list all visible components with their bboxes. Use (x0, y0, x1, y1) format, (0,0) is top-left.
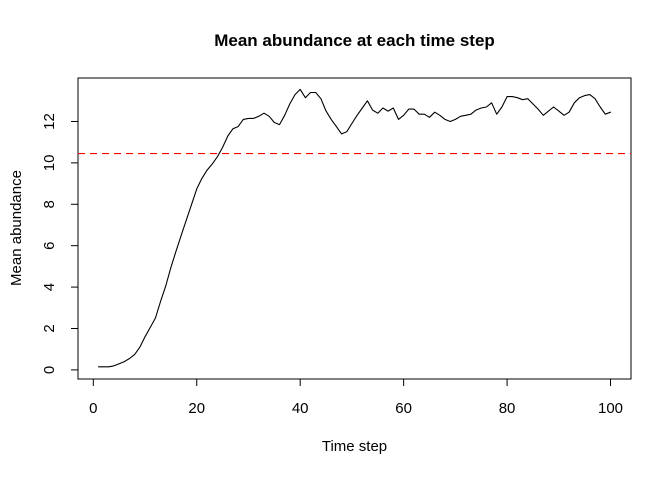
x-axis-title: Time step (321, 438, 388, 455)
y-tick-label: 12 (41, 113, 58, 130)
y-tick-label: 4 (41, 283, 58, 291)
y-tick-label: 8 (41, 200, 58, 208)
x-tick-label: 20 (188, 400, 205, 417)
x-tick-label: 0 (89, 400, 97, 417)
plot-box (77, 77, 632, 380)
y-tick-label: 10 (41, 155, 58, 172)
x-tick-label: 60 (395, 400, 412, 417)
series-mean-abundance (97, 88, 612, 368)
y-tick-label: 2 (41, 324, 58, 332)
x-tick-label: 100 (598, 400, 623, 417)
y-tick-label: 0 (41, 366, 58, 374)
chart-title: Mean abundance at each time step (214, 31, 495, 50)
y-tick-label: 6 (41, 242, 58, 250)
x-tick-label: 40 (292, 400, 309, 417)
x-tick-label: 80 (499, 400, 516, 417)
